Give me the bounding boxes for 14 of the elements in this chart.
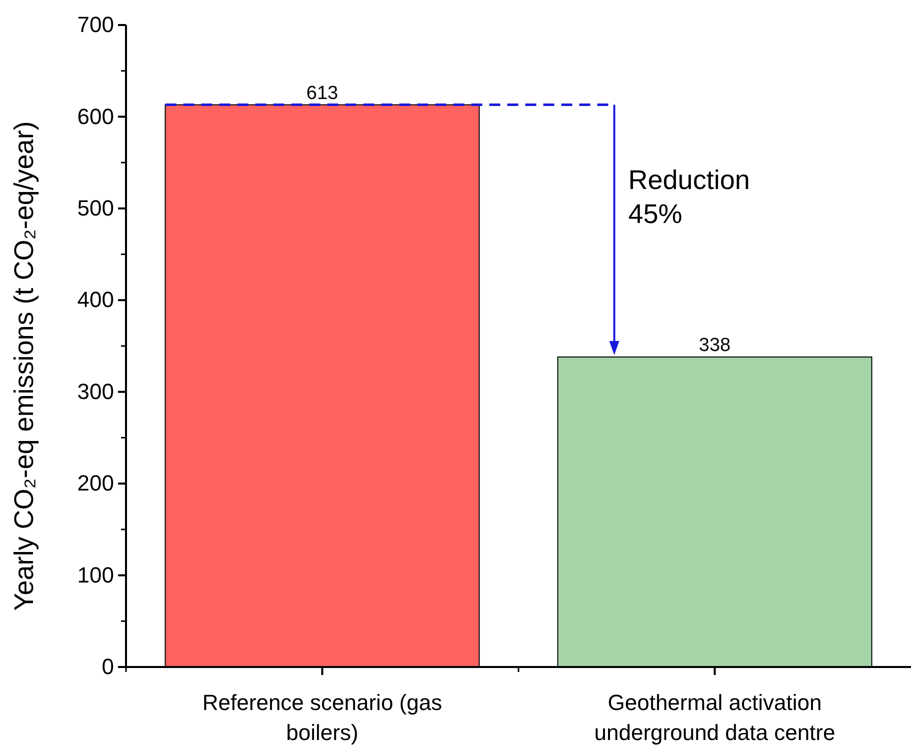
data-label: 338 [698,335,731,356]
y-tick-label: 200 [77,470,114,496]
y-tick-label: 600 [77,104,114,129]
y-tick-label: 400 [77,287,114,312]
y-tick-label: 300 [77,378,114,404]
annotation: Reduction 45% [628,164,750,229]
y-tick-label: 700 [77,12,114,38]
y-tick-label: 0 [102,654,114,680]
y-tick-label: 500 [77,195,114,220]
y-tick-label: 100 [77,562,114,588]
data-label: 613 [306,82,338,104]
y-axis-title: Yearly CO₂-eq emissions (t CO₂-eq/year) [9,121,39,611]
x-tick-label: Reference scenario (gas boilers) [202,690,442,745]
x-tick-label: Geothermal activation underground data centre [594,690,836,745]
